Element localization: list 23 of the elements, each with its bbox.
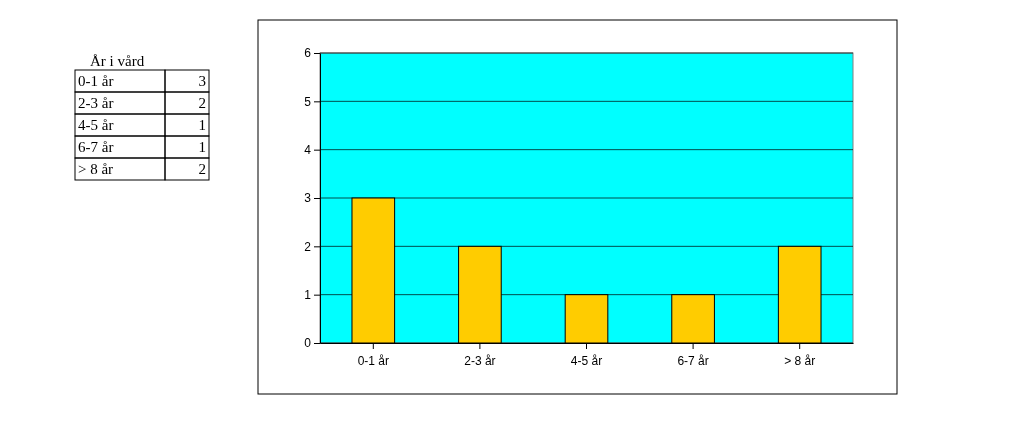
x-tick-label: 2-3 år xyxy=(464,354,496,369)
y-tick-label: 1 xyxy=(304,288,312,303)
x-tick-label: 4-5 år xyxy=(570,354,603,369)
data-label: 1 xyxy=(198,117,206,133)
category-label: > 8 år xyxy=(78,161,114,177)
y-tick-label: 2 xyxy=(304,239,312,254)
y-tick-label: 0 xyxy=(304,336,312,351)
x-tick-label: 0-1 år xyxy=(357,354,389,369)
category-label: 6-7 år xyxy=(78,139,114,155)
category-label: 0-1 år xyxy=(78,73,114,89)
data-label: 1 xyxy=(198,139,206,155)
x-tick-label: > 8 år xyxy=(784,354,816,369)
data-label: 2 xyxy=(198,95,206,111)
data-label: 2 xyxy=(198,161,206,177)
data-label: 3 xyxy=(198,73,206,89)
x-tick-label: 6-7 år xyxy=(677,354,709,369)
y-tick-label: 3 xyxy=(304,191,312,206)
y-tick-label: 6 xyxy=(304,46,312,61)
category-label: 2-3 år xyxy=(78,95,114,111)
y-tick-label: 5 xyxy=(304,94,312,109)
category-label: 4-5 år xyxy=(78,117,114,133)
text: År i vård xyxy=(90,53,145,69)
y-tick-label: 4 xyxy=(304,143,312,158)
